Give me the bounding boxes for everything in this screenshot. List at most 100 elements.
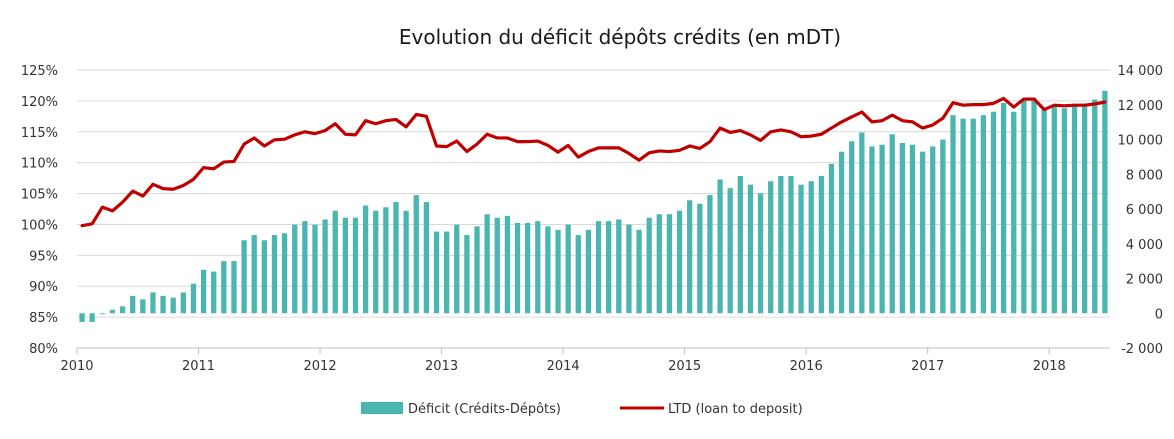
x-tick-label: 2010	[60, 359, 93, 374]
deficit-bar	[687, 200, 693, 314]
deficit-bar	[535, 221, 541, 314]
right-tick-label: 2 000	[1126, 273, 1163, 288]
deficit-bar	[950, 115, 956, 314]
deficit-bar	[940, 139, 946, 314]
deficit-bar	[1071, 104, 1078, 314]
left-tick-label: 120%	[21, 95, 58, 110]
deficit-bar	[768, 181, 774, 314]
deficit-bar	[1102, 90, 1108, 314]
deficit-bar	[99, 313, 105, 315]
deficit-bar	[606, 221, 612, 314]
bar-series	[79, 90, 1108, 322]
right-tick-label: 8 000	[1126, 168, 1163, 183]
right-tick-label: 14 000	[1118, 64, 1164, 79]
deficit-bar	[1000, 103, 1007, 314]
deficit-bar	[1021, 99, 1027, 314]
legend-label-ltd: LTD (loan to deposit)	[668, 402, 803, 417]
deficit-bar	[585, 229, 592, 314]
deficit-bar	[200, 269, 207, 314]
deficit-bar	[271, 235, 278, 314]
deficit-bar	[747, 184, 754, 314]
legend-label-deficit: Déficit (Crédits-Dépôts)	[408, 402, 561, 417]
x-tick-label: 2012	[304, 359, 337, 374]
deficit-bar	[1011, 111, 1017, 314]
x-axis: 2010 2011 2012 2013 2014 2015 2016 2017 2018	[60, 347, 1110, 374]
left-tick-label: 90%	[29, 280, 58, 295]
deficit-bar	[170, 297, 176, 314]
deficit-bar	[636, 229, 642, 314]
deficit-bar	[930, 146, 936, 314]
right-tick-label: 6 000	[1126, 203, 1163, 218]
deficit-bar	[717, 179, 723, 314]
deficit-bar	[565, 224, 571, 314]
left-tick-label: 115%	[21, 126, 58, 141]
deficit-bar	[595, 221, 602, 314]
deficit-bar	[899, 142, 905, 314]
right-tick-label: -2 000	[1121, 342, 1163, 357]
left-tick-label: 95%	[29, 249, 58, 264]
legend: Déficit (Crédits-Dépôts) LTD (loan to de…	[361, 402, 803, 417]
ltd-line	[80, 96, 1107, 228]
deficit-bar	[626, 224, 632, 314]
deficit-bar	[332, 210, 338, 314]
deficit-bar	[251, 235, 257, 314]
deficit-bar	[525, 222, 531, 314]
x-tick-label: 2017	[911, 359, 944, 374]
deficit-bar	[403, 210, 409, 314]
deficit-bar	[990, 111, 997, 314]
deficit-bar	[464, 235, 470, 314]
deficit-bar	[444, 231, 450, 314]
left-tick-label: 80%	[29, 342, 58, 357]
deficit-bar	[666, 214, 673, 314]
deficit-bar	[727, 188, 733, 314]
deficit-bar	[190, 283, 197, 314]
deficit-bar	[818, 175, 824, 314]
deficit-bar	[879, 144, 885, 314]
deficit-bar	[859, 132, 865, 314]
deficit-bar	[1092, 99, 1098, 314]
right-tick-label: 10 000	[1118, 134, 1164, 149]
deficit-bar	[970, 118, 976, 314]
gridlines	[77, 69, 1110, 349]
deficit-bar	[1082, 104, 1088, 314]
deficit-bar	[980, 115, 987, 314]
deficit-bar	[1041, 109, 1047, 314]
deficit-bar	[261, 240, 267, 314]
deficit-bar	[150, 292, 156, 314]
deficit-bar	[352, 217, 359, 314]
deficit-bar	[393, 202, 399, 314]
x-tick-label: 2011	[182, 359, 215, 374]
left-tick-label: 85%	[29, 311, 58, 326]
deficit-bar	[281, 233, 288, 314]
deficit-bar	[849, 141, 855, 314]
deficit-bar	[798, 184, 804, 314]
deficit-bar	[555, 229, 561, 314]
deficit-bar	[79, 313, 85, 322]
deficit-bar	[504, 215, 511, 314]
deficit-bar	[433, 231, 440, 314]
deficit-bar	[312, 224, 318, 314]
left-axis: 80% 85% 90% 95% 100% 105% 110% 115% 120% 125%	[21, 64, 58, 357]
deficit-bar	[889, 134, 895, 314]
x-tick-label: 2018	[1033, 359, 1066, 374]
deficit-bar	[474, 226, 480, 314]
chart-title: Evolution du déficit dépôts crédits (en …	[399, 25, 841, 49]
x-tick-label: 2014	[547, 359, 580, 374]
deficit-bar	[545, 226, 551, 314]
deficit-bar	[656, 214, 662, 314]
deficit-bar	[322, 219, 328, 314]
left-tick-label: 125%	[21, 64, 58, 79]
left-tick-label: 110%	[21, 157, 58, 172]
deficit-bar	[1061, 108, 1068, 314]
right-tick-label: 12 000	[1118, 99, 1164, 114]
right-axis: -2 000 0 2 000 4 000 6 000 8 000 10 000 12 000 1…	[1118, 64, 1164, 357]
x-tick-label: 2015	[668, 359, 701, 374]
legend-swatch-deficit	[361, 402, 403, 414]
deficit-bar	[575, 235, 581, 314]
deficit-bar	[909, 144, 916, 314]
deficit-bar	[778, 175, 784, 314]
deficit-bar	[1051, 104, 1057, 314]
deficit-bar	[241, 240, 247, 314]
x-tick-label: 2016	[790, 359, 823, 374]
deficit-bar	[707, 195, 713, 314]
